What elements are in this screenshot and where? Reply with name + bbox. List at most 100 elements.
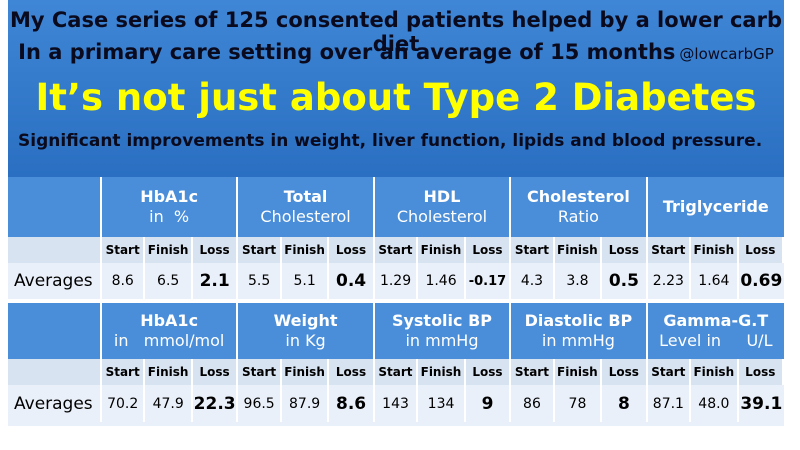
finish-value: 48.0 — [691, 385, 739, 422]
column-label: Loss — [738, 359, 784, 385]
column-label: Loss — [465, 237, 512, 263]
metric-unit: in mmHg — [541, 331, 615, 350]
column-label: Finish — [691, 359, 739, 385]
metric-header: Systolic BP in mmHg — [374, 303, 512, 359]
column-label-row: Start Finish Loss Start Finish Loss Start Finis… — [8, 359, 784, 385]
column-label: Loss — [465, 359, 512, 385]
column-label: Loss — [192, 359, 239, 385]
metric-header: HDL Cholesterol — [374, 177, 512, 237]
column-label: Start — [374, 237, 419, 263]
finish-value: 5.1 — [281, 263, 330, 299]
subheadline: Significant improvements in weight, live… — [18, 131, 763, 151]
column-label: Finish — [281, 359, 330, 385]
start-value: 8.6 — [101, 263, 146, 299]
start-value: 5.5 — [238, 263, 282, 299]
table-bottom-pad — [8, 422, 784, 426]
metric-header-row: HbA1c in % Total Cholesterol HDL Cholesterol C… — [8, 177, 784, 237]
metric-unit: in Kg — [285, 331, 326, 350]
metric-header: Weight in Kg — [238, 303, 375, 359]
metric-header: HbA1c in % — [101, 177, 239, 237]
column-label: Finish — [281, 237, 330, 263]
column-label: Loss — [329, 237, 375, 263]
start-value: 1.29 — [374, 263, 419, 299]
metric-name: Weight — [273, 311, 338, 330]
metric-name: Cholesterol — [526, 187, 630, 206]
metric-unit: Ratio — [557, 207, 599, 226]
column-label-corner — [8, 359, 102, 385]
title-line-1: My Case series of 125 consented patients… — [10, 8, 782, 56]
start-value: 86 — [511, 385, 555, 422]
finish-value: 3.8 — [554, 263, 603, 299]
column-label: Start — [647, 237, 692, 263]
column-label: Finish — [418, 359, 466, 385]
start-value: 96.5 — [238, 385, 282, 422]
column-label: Loss — [192, 237, 239, 263]
metric-header: Total Cholesterol — [238, 177, 375, 237]
column-label: Start — [647, 359, 692, 385]
finish-value: 47.9 — [145, 385, 193, 422]
loss-value: 8.6 — [329, 385, 375, 422]
row-label: Averages — [8, 263, 102, 299]
column-label-row: Start Finish Loss Start Finish Loss Start Finis… — [8, 237, 784, 263]
metric-name: Total — [283, 187, 328, 206]
start-value: 87.1 — [647, 385, 692, 422]
title-line-2-text: In a primary care setting over an averag… — [18, 40, 676, 64]
metric-name: Systolic BP — [391, 311, 492, 330]
column-label: Loss — [738, 237, 784, 263]
metric-name: Diastolic BP — [524, 311, 633, 330]
column-label: Finish — [145, 237, 193, 263]
metric-header: HbA1c in mmol/mol — [101, 303, 239, 359]
start-value: 2.23 — [647, 263, 692, 299]
finish-value: 1.64 — [691, 263, 739, 299]
finish-value: 1.46 — [418, 263, 466, 299]
results-table: HbA1c in % Total Cholesterol HDL Cholesterol C… — [8, 177, 785, 422]
group-separator — [8, 299, 784, 303]
loss-value: 0.5 — [602, 263, 648, 299]
loss-value: 22.3 — [192, 385, 239, 422]
loss-value: 2.1 — [192, 263, 239, 299]
loss-value: 39.1 — [738, 385, 785, 422]
column-label: Start — [374, 359, 419, 385]
row-label: Averages — [8, 385, 102, 422]
column-label: Finish — [554, 237, 603, 263]
metric-name: HbA1c — [140, 187, 199, 206]
metric-unit: Level in U/L — [659, 331, 773, 350]
metric-unit: in mmHg — [405, 331, 479, 350]
loss-value: -0.17 — [465, 263, 512, 299]
loss-value: 0.69 — [738, 263, 785, 299]
column-label: Loss — [602, 237, 648, 263]
column-label: Start — [238, 237, 282, 263]
metric-name: HbA1c — [140, 311, 199, 330]
loss-value: 8 — [602, 385, 648, 422]
column-label: Start — [101, 237, 146, 263]
metric-name: HDL — [423, 187, 461, 206]
column-label: Finish — [554, 359, 603, 385]
start-value: 4.3 — [511, 263, 555, 299]
metric-name: Gamma-G.T — [663, 311, 769, 330]
averages-row: Averages 8.6 6.5 2.1 5.5 5.1 0.4 1.29 1.46 -0.17 4… — [8, 263, 785, 299]
column-label: Finish — [145, 359, 193, 385]
metric-header: Cholesterol Ratio — [511, 177, 648, 237]
metric-header-row: HbA1c in mmol/mol Weight in Kg Systolic BP in… — [8, 303, 784, 359]
column-label: Start — [101, 359, 146, 385]
column-label: Finish — [418, 237, 466, 263]
start-value: 143 — [374, 385, 419, 422]
column-label: Start — [238, 359, 282, 385]
metric-header: Diastolic BP in mmHg — [511, 303, 648, 359]
headline: It’s not just about Type 2 Diabetes — [35, 76, 757, 119]
metric-unit: in % — [149, 207, 190, 226]
author-handle: @lowcarbGP — [679, 45, 774, 63]
finish-value: 87.9 — [281, 385, 330, 422]
column-label: Loss — [602, 359, 648, 385]
header-corner — [8, 303, 102, 359]
title-line-2: In a primary care setting over an averag… — [8, 40, 784, 64]
finish-value: 134 — [418, 385, 466, 422]
header-corner — [8, 177, 102, 237]
averages-row: Averages 70.2 47.9 22.3 96.5 87.9 8.6 143 134 9 86… — [8, 385, 785, 422]
finish-value: 78 — [554, 385, 603, 422]
column-label-corner — [8, 237, 102, 263]
loss-value: 9 — [465, 385, 512, 422]
metric-name: Triglyceride — [662, 197, 769, 216]
metric-unit: Cholesterol — [260, 207, 351, 226]
